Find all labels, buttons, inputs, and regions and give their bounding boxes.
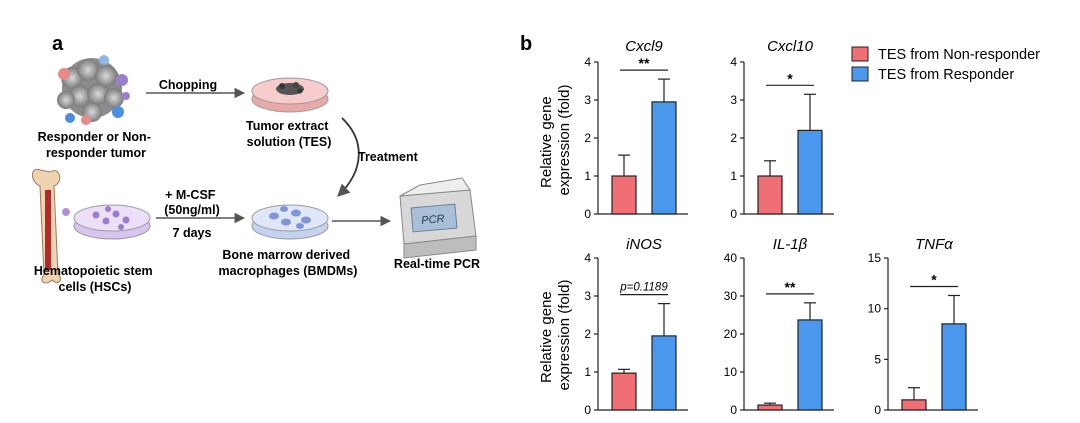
mcsf-label: + M-CSF (50ng/ml) (164, 188, 220, 217)
chart-title: IL-1β (773, 236, 808, 253)
bmdm-dish-illustration (251, 204, 329, 240)
y-tick-label: 3 (584, 93, 591, 107)
chart-4: 0 5 10 15 TNFα * (868, 236, 978, 417)
y-tick-label: 4 (584, 55, 591, 69)
y-tick-label: 0 (584, 403, 591, 417)
chart-title: TNFα (915, 236, 953, 253)
treatment-arrow (337, 117, 360, 197)
y-tick-label: 3 (584, 289, 591, 303)
y-tick-label: 10 (868, 302, 882, 316)
bar-responder (651, 335, 677, 411)
tes-label: Tumor extract solution (TES) (246, 119, 332, 149)
bar-non-responder (901, 399, 927, 411)
significance-label: ** (785, 279, 796, 295)
y-tick-label: 5 (874, 352, 881, 366)
y-tick-label: 0 (874, 403, 881, 417)
panel-b: b Relative gene expression (fold) Relati… (520, 33, 1040, 417)
bar-responder (651, 101, 677, 215)
y-tick-label: 40 (724, 251, 738, 265)
y-tick-label: 3 (730, 93, 737, 107)
hsc-dish-illustration (62, 204, 151, 240)
y-tick-label: 30 (724, 289, 738, 303)
bar-responder (941, 323, 967, 411)
legend-label-responder: TES from Responder (878, 67, 1014, 83)
chart-title: Cxcl10 (767, 38, 814, 55)
bar-responder (797, 319, 823, 411)
y-tick-label: 1 (730, 169, 737, 183)
y-tick-label: 2 (584, 327, 591, 341)
hsc-label: Hematopoietic stem cells (HSCs) (34, 264, 156, 294)
significance-label: * (787, 70, 793, 86)
ylabel-bottom: Relative gene expression (fold) (538, 280, 573, 391)
chart-2: 0 1 2 3 4 iNOS p=0.1189 (584, 236, 688, 417)
tes-dish-illustration (251, 77, 329, 113)
realtime-pcr-label: Real-time PCR (394, 257, 480, 271)
bmdm-label: Bone marrow derived macrophages (BMDMs) (219, 248, 358, 278)
y-tick-label: 0 (730, 207, 737, 221)
bar-non-responder (757, 175, 783, 215)
days-label: 7 days (173, 226, 212, 240)
significance-label: * (931, 271, 937, 287)
bone-illustration (32, 168, 61, 284)
bar-non-responder (611, 372, 637, 411)
panel-a: a Responder or Non- responder tumor (32, 33, 480, 294)
y-tick-label: 4 (584, 251, 591, 265)
pcr-screen-label: PCR (421, 213, 445, 227)
y-tick-label: 2 (730, 131, 737, 145)
ylabel-top: Relative gene expression (fold) (538, 85, 573, 196)
y-tick-label: 2 (584, 131, 591, 145)
pcr-machine-illustration (399, 177, 477, 259)
legend: TES from Non-responder TES from Responde… (851, 46, 1040, 83)
chart-0: 0 1 2 3 4 Cxcl9** (584, 38, 688, 221)
y-tick-label: 1 (584, 169, 591, 183)
y-tick-label: 15 (868, 251, 882, 265)
tumor-cluster-illustration (57, 55, 130, 125)
legend-label-non-responder: TES from Non-responder (878, 47, 1040, 63)
bar-non-responder (757, 404, 783, 411)
y-tick-label: 4 (730, 55, 737, 69)
y-tick-label: 0 (730, 403, 737, 417)
chart-title: Cxcl9 (625, 38, 663, 55)
panel-b-letter: b (520, 33, 532, 55)
chart-title: iNOS (626, 236, 662, 253)
y-tick-label: 10 (724, 365, 738, 379)
y-tick-label: 0 (584, 207, 591, 221)
legend-swatch-responder (851, 66, 869, 82)
significance-label: ** (639, 55, 650, 71)
panel-a-letter: a (52, 33, 64, 55)
chart-1: 0 1 2 3 4 Cxcl10 * (730, 38, 834, 221)
treatment-label: Treatment (358, 150, 419, 164)
bar-non-responder (611, 175, 637, 215)
legend-swatch-non-responder (851, 46, 869, 62)
responder-tumor-label: Responder or Non- responder tumor (38, 130, 155, 160)
bar-responder (797, 129, 823, 215)
y-tick-label: 1 (584, 365, 591, 379)
y-tick-label: 20 (724, 327, 738, 341)
significance-label: p=0.1189 (619, 282, 668, 294)
chart-3: 0 10 20 30 40 IL-1β ** (724, 236, 834, 417)
chopping-label: Chopping (159, 78, 217, 92)
bar-charts: 01234Cxcl9**01234Cxcl10*01234iNOSp=0.118… (584, 38, 978, 417)
